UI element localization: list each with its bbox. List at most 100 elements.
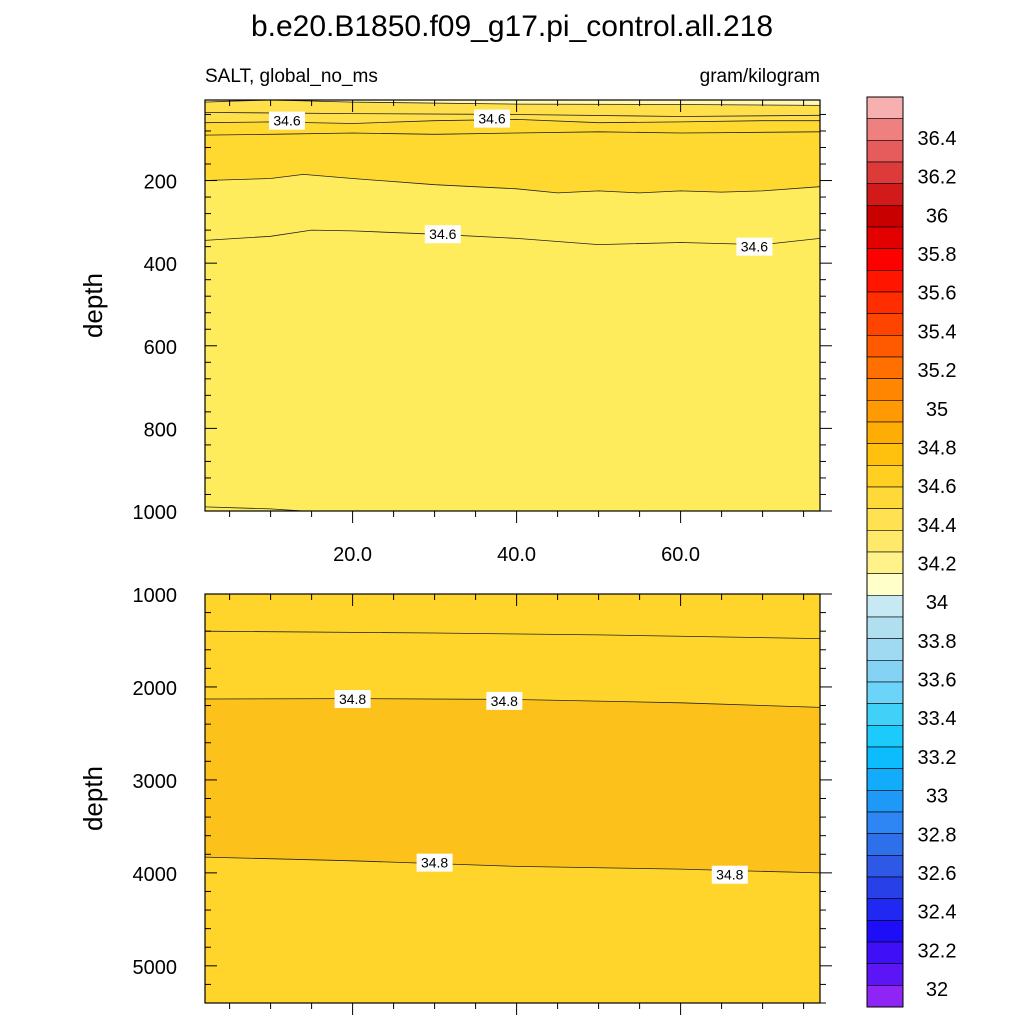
upper-y-axis-label: depth — [78, 273, 108, 338]
lower-depth-panel: 34.8 34.8 34.8 34.8 1000 2000 3000 4000 5000 dept… — [78, 585, 832, 1015]
colorbar-box-8 — [866, 811, 904, 834]
colorbar-label: 34 — [926, 592, 948, 614]
lower-contour-label-3: 34.8 — [716, 867, 743, 883]
upper-contour-line-5 — [205, 229, 820, 246]
colorbar-box-0 — [866, 985, 904, 1008]
colorbar-box-25 — [866, 443, 904, 466]
colorbar-label: 32.8 — [918, 824, 957, 846]
upper-y-tick-label: 1000 — [133, 502, 178, 524]
colorbar-box-13 — [866, 703, 904, 726]
colorbar-box-3 — [866, 920, 904, 943]
colorbar-box-34 — [866, 248, 904, 271]
lower-plot-area: 34.8 34.8 34.8 34.8 — [205, 594, 820, 1003]
colorbar-box-41 — [866, 96, 904, 119]
variable-label: SALT, global_no_ms — [205, 66, 378, 87]
upper-x-tick-label: 40.0 — [497, 544, 536, 566]
colorbar-box-5 — [866, 876, 904, 899]
lower-contour-label-bg-2 — [416, 853, 453, 872]
upper-contour-label-bg-0 — [269, 111, 305, 130]
lower-fill-band-0 — [205, 594, 820, 708]
colorbar-box-23 — [866, 486, 904, 509]
colorbar-box-28 — [866, 378, 904, 401]
colorbar-label: 34.4 — [918, 515, 957, 537]
colorbar-label: 33.4 — [918, 708, 957, 730]
lower-contour-label-bg-0 — [334, 690, 371, 709]
colorbar-box-15 — [866, 660, 904, 683]
lower-y-tick-label: 1000 — [133, 585, 178, 607]
colorbar-label: 35 — [926, 399, 948, 421]
colorbar-label: 33 — [926, 786, 948, 808]
colorbar-box-18 — [866, 595, 904, 618]
lower-contour-label-1: 34.8 — [491, 693, 518, 709]
colorbar-box-9 — [866, 790, 904, 813]
colorbar-box-19 — [866, 573, 904, 596]
colorbar-box-1 — [866, 963, 904, 986]
colorbar-box-40 — [866, 118, 904, 141]
colorbar-box-6 — [866, 855, 904, 878]
colorbar-box-4 — [866, 898, 904, 921]
colorbar-label: 33.6 — [918, 670, 957, 692]
upper-contour-label-bg-3 — [736, 237, 773, 256]
upper-contour-label-bg-1 — [474, 109, 510, 128]
colorbar-label: 32.4 — [918, 902, 957, 924]
lower-y-axis-label: depth — [78, 766, 108, 831]
units-label: gram/kilogram — [700, 66, 820, 87]
colorbar-label: 35.6 — [918, 283, 957, 305]
lower-contour-label-bg-1 — [486, 691, 523, 710]
upper-fill-band-1 — [205, 100, 820, 124]
colorbar-label: 32.2 — [918, 940, 957, 962]
colorbar-box-24 — [866, 465, 904, 488]
lower-y-tick-label: 3000 — [133, 771, 178, 793]
upper-fill-band-3 — [205, 174, 820, 511]
colorbar-box-16 — [866, 638, 904, 661]
colorbar-box-30 — [866, 335, 904, 358]
colorbar-box-20 — [866, 551, 904, 574]
colorbar-label: 33.2 — [918, 747, 957, 769]
colorbar-box-29 — [866, 356, 904, 379]
colorbar-frame — [866, 96, 904, 1008]
colorbar-box-36 — [866, 205, 904, 228]
upper-x-tick-label: 20.0 — [333, 544, 372, 566]
colorbar-box-35 — [866, 226, 904, 249]
upper-fill-band-0 — [205, 100, 820, 106]
lower-y-tick-label: 5000 — [133, 957, 178, 979]
colorbar-box-39 — [866, 140, 904, 163]
lower-contour-label-2: 34.8 — [421, 855, 448, 871]
lower-y-tick-label: 2000 — [133, 678, 178, 700]
colorbar-label: 35.4 — [918, 321, 957, 343]
lower-fill-band-2 — [205, 857, 820, 1003]
upper-fill-band-2 — [205, 119, 820, 193]
upper-frame — [204, 99, 821, 512]
colorbar-box-10 — [866, 768, 904, 791]
colorbar-box-22 — [866, 508, 904, 531]
colorbar-box-27 — [866, 400, 904, 423]
colorbar-box-21 — [866, 530, 904, 553]
lower-contour-label-bg-3 — [711, 865, 748, 884]
upper-depth-panel: 34.6 34.6 34.6 34.6 200 400 600 800 1000 20.0 40.0… — [78, 99, 832, 566]
figure-title: b.e20.B1850.f09_g17.pi_control.all.218 — [251, 10, 773, 43]
colorbar-box-26 — [866, 421, 904, 444]
colorbar-box-12 — [866, 725, 904, 748]
colorbar-box-38 — [866, 161, 904, 184]
upper-contour-label-2: 34.6 — [429, 226, 456, 242]
upper-y-tick-label: 200 — [144, 172, 177, 194]
upper-contour-label-0: 34.6 — [273, 113, 300, 129]
colorbar-box-31 — [866, 313, 904, 336]
lower-y-tick-label: 4000 — [133, 864, 178, 886]
upper-contour-label-1: 34.6 — [478, 111, 505, 127]
upper-y-tick-label: 400 — [144, 254, 177, 276]
colorbar-label: 36 — [926, 205, 948, 227]
colorbar-label: 34.2 — [918, 554, 957, 576]
colorbar-label: 35.2 — [918, 360, 957, 382]
lower-contour-label-0: 34.8 — [339, 691, 366, 707]
upper-plot-area: 34.6 34.6 34.6 34.6 — [205, 100, 820, 511]
upper-contour-line-6 — [205, 506, 304, 511]
upper-x-tick-label: 60.0 — [661, 544, 700, 566]
colorbar-box-11 — [866, 746, 904, 769]
colorbar-box-33 — [866, 270, 904, 293]
upper-contour-line-3 — [205, 131, 820, 136]
colorbar-label: 32 — [926, 979, 948, 1001]
colorbar-box-14 — [866, 681, 904, 704]
colorbar: 32 32.2 32.4 32.6 32.8 33 33.2 33.4 33.6 33.8 34 34… — [866, 96, 957, 1008]
